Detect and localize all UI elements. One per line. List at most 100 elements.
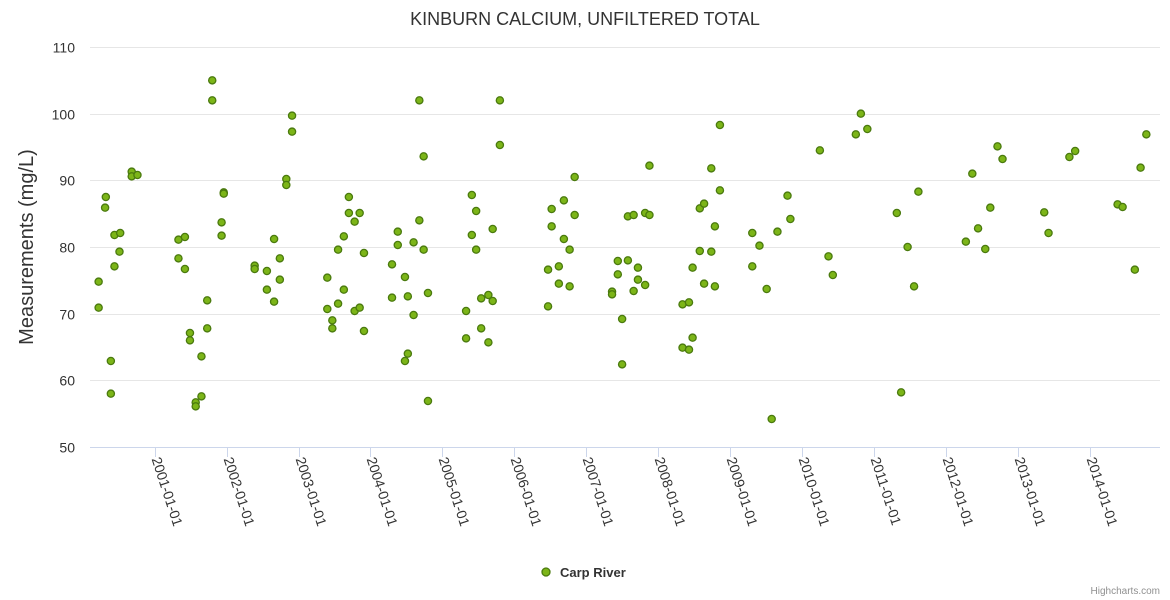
data-point xyxy=(419,245,428,254)
data-point xyxy=(287,127,297,136)
data-point xyxy=(547,204,556,214)
x-tick-label: 2012-01-01 xyxy=(940,455,977,528)
data-point xyxy=(287,111,297,120)
data-point xyxy=(613,256,623,266)
data-point xyxy=(613,270,623,279)
data-point xyxy=(645,210,654,220)
data-point xyxy=(484,338,493,347)
data-point xyxy=(94,303,103,312)
data-point xyxy=(1142,130,1151,139)
data-point xyxy=(828,270,838,280)
data-point xyxy=(495,96,505,105)
data-point xyxy=(767,414,776,424)
data-point xyxy=(1130,265,1140,274)
data-point xyxy=(415,96,424,105)
data-point xyxy=(323,304,332,314)
data-point xyxy=(359,326,369,336)
data-point xyxy=(699,199,709,208)
data-point xyxy=(645,161,654,170)
data-point xyxy=(387,260,397,269)
data-point xyxy=(250,264,259,274)
data-point xyxy=(707,247,716,256)
legend[interactable]: Carp River xyxy=(541,565,626,580)
data-point xyxy=(174,254,183,263)
data-point xyxy=(461,334,471,343)
data-point xyxy=(467,190,477,200)
data-point xyxy=(986,203,995,212)
data-point xyxy=(968,169,977,178)
data-point xyxy=(282,180,291,190)
data-point xyxy=(629,210,638,220)
data-point xyxy=(191,402,200,411)
data-point xyxy=(684,345,694,354)
data-point xyxy=(400,356,410,366)
data-point xyxy=(355,303,364,312)
data-point xyxy=(133,170,142,180)
y-axis-label: Measurements (mg/L) xyxy=(16,149,38,345)
y-tick-label: 60 xyxy=(59,373,75,389)
gridlines xyxy=(90,47,1160,448)
data-point xyxy=(328,324,337,333)
y-tick-label: 50 xyxy=(59,440,75,456)
data-point xyxy=(495,140,505,150)
data-point xyxy=(423,396,433,406)
data-point xyxy=(824,252,833,261)
x-tick-label: 2014-01-01 xyxy=(1084,455,1121,528)
data-point xyxy=(1136,163,1145,172)
data-point xyxy=(1118,202,1127,212)
x-tick-label: 2002-01-01 xyxy=(221,455,258,528)
data-point xyxy=(623,256,633,265)
data-point xyxy=(393,227,403,236)
data-point xyxy=(467,230,477,240)
data-point xyxy=(695,246,705,256)
data-point xyxy=(217,218,226,227)
x-axis: 2001-01-01 2002-01-01 2003-01-01 2004-01-01… xyxy=(149,447,1121,528)
data-point xyxy=(106,389,116,398)
data-point xyxy=(403,349,413,358)
data-point xyxy=(892,208,902,218)
data-point xyxy=(409,238,418,247)
data-point xyxy=(710,222,720,231)
data-point xyxy=(180,232,190,242)
data-points xyxy=(94,76,1151,424)
data-point xyxy=(106,356,116,366)
data-point xyxy=(488,224,497,234)
data-point xyxy=(333,245,343,254)
data-point xyxy=(1065,152,1074,162)
data-point xyxy=(773,227,782,236)
data-point xyxy=(393,240,403,250)
data-point xyxy=(851,130,861,139)
data-point xyxy=(415,216,424,225)
data-point xyxy=(275,275,285,284)
data-point xyxy=(903,242,912,252)
data-point xyxy=(202,296,212,305)
data-point xyxy=(423,288,433,298)
data-point xyxy=(707,164,716,173)
data-point xyxy=(197,392,206,401)
credits-link[interactable]: Highcharts.com xyxy=(1091,586,1160,597)
data-point xyxy=(217,231,226,240)
data-point xyxy=(981,244,990,254)
data-point xyxy=(640,280,650,290)
x-tick-label: 2005-01-01 xyxy=(436,455,473,528)
chart-title: KINBURN CALCIUM, UNFILTERED TOTAL xyxy=(410,9,760,29)
legend-label-carp-river[interactable]: Carp River xyxy=(560,565,626,580)
y-tick-label: 80 xyxy=(59,240,75,256)
data-point xyxy=(275,254,285,263)
data-point xyxy=(973,224,983,233)
data-point xyxy=(565,245,574,254)
data-point xyxy=(269,234,279,244)
y-tick-label: 90 xyxy=(59,173,75,189)
data-point xyxy=(554,262,564,271)
data-point xyxy=(570,210,579,220)
data-point xyxy=(748,228,757,238)
data-point xyxy=(471,206,481,216)
data-point xyxy=(180,264,190,274)
data-point xyxy=(101,192,111,202)
data-point xyxy=(786,214,795,224)
data-point xyxy=(543,265,553,274)
legend-marker-carp-river[interactable] xyxy=(541,567,551,577)
data-point xyxy=(856,109,866,118)
data-point xyxy=(387,293,397,302)
data-point xyxy=(484,290,493,300)
